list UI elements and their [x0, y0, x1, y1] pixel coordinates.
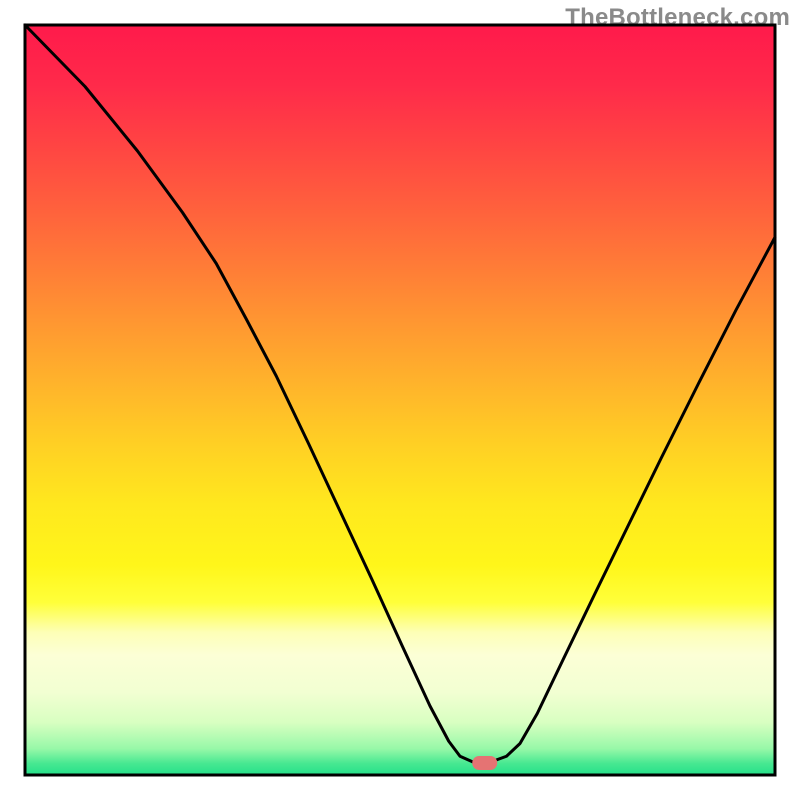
plot-area-fill	[25, 25, 775, 775]
page-root: { "attribution": { "text": "TheBottlenec…	[0, 0, 800, 800]
bottleneck-chart	[0, 0, 800, 800]
min-marker	[472, 756, 497, 770]
